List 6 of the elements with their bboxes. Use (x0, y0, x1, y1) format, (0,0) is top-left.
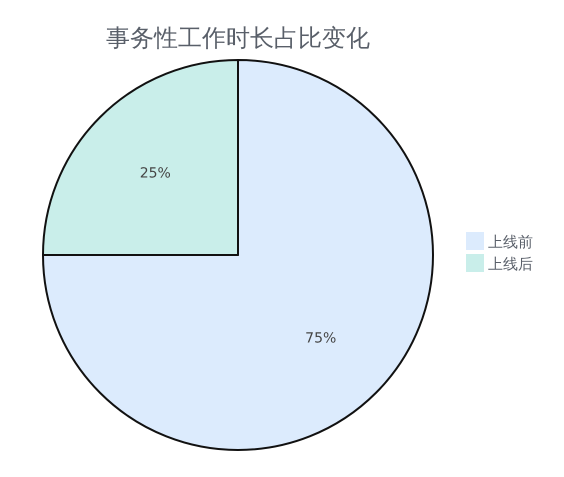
pie-slice (42, 59, 434, 451)
legend-label: 上线后 (488, 255, 533, 273)
data-label: 75% (305, 330, 336, 347)
chart-title: 事务性工作时长占比变化 (106, 24, 370, 52)
legend-label: 上线前 (488, 233, 533, 251)
data-label: 25% (140, 165, 171, 182)
